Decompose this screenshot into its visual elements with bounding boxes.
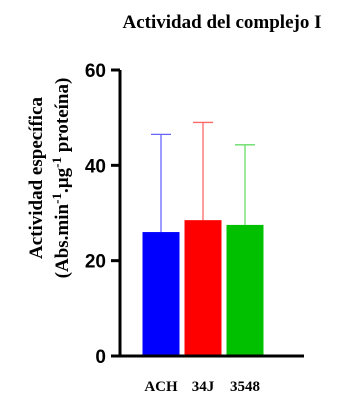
y-axis-label-part-2: .µg [52,167,73,193]
y-axis-label: Actividad específica (Abs.min-1.µg-1 pro… [26,78,73,279]
bar-34J [184,220,222,356]
y-tick-label-20: 20 [85,252,106,273]
bar-ACH [142,232,180,356]
y-axis-label-sup-1: -1 [49,193,64,204]
y-axis-label-part-3: proteína) [52,78,73,157]
y-tick-label-40: 40 [85,156,106,177]
plot-area: ACH 34J 3548 0 20 40 60 [85,61,304,395]
y-axis-label-sup-2: -1 [49,157,64,168]
x-tick-label-ACH: ACH [144,379,178,395]
y-axis-label-part-1: (Abs.min [52,203,73,278]
y-axis-label-line2: (Abs.min-1.µg-1 proteína) [49,78,73,279]
y-axis-label-line1: Actividad específica [26,97,47,260]
x-tick-label-3548: 3548 [230,379,260,395]
x-tick-label-34J: 34J [192,379,215,395]
y-tick-label-60: 60 [85,61,106,82]
bar-3548 [226,224,264,356]
chart-title: Actividad del complejo I [123,12,322,33]
y-tick-label-0: 0 [95,347,106,368]
